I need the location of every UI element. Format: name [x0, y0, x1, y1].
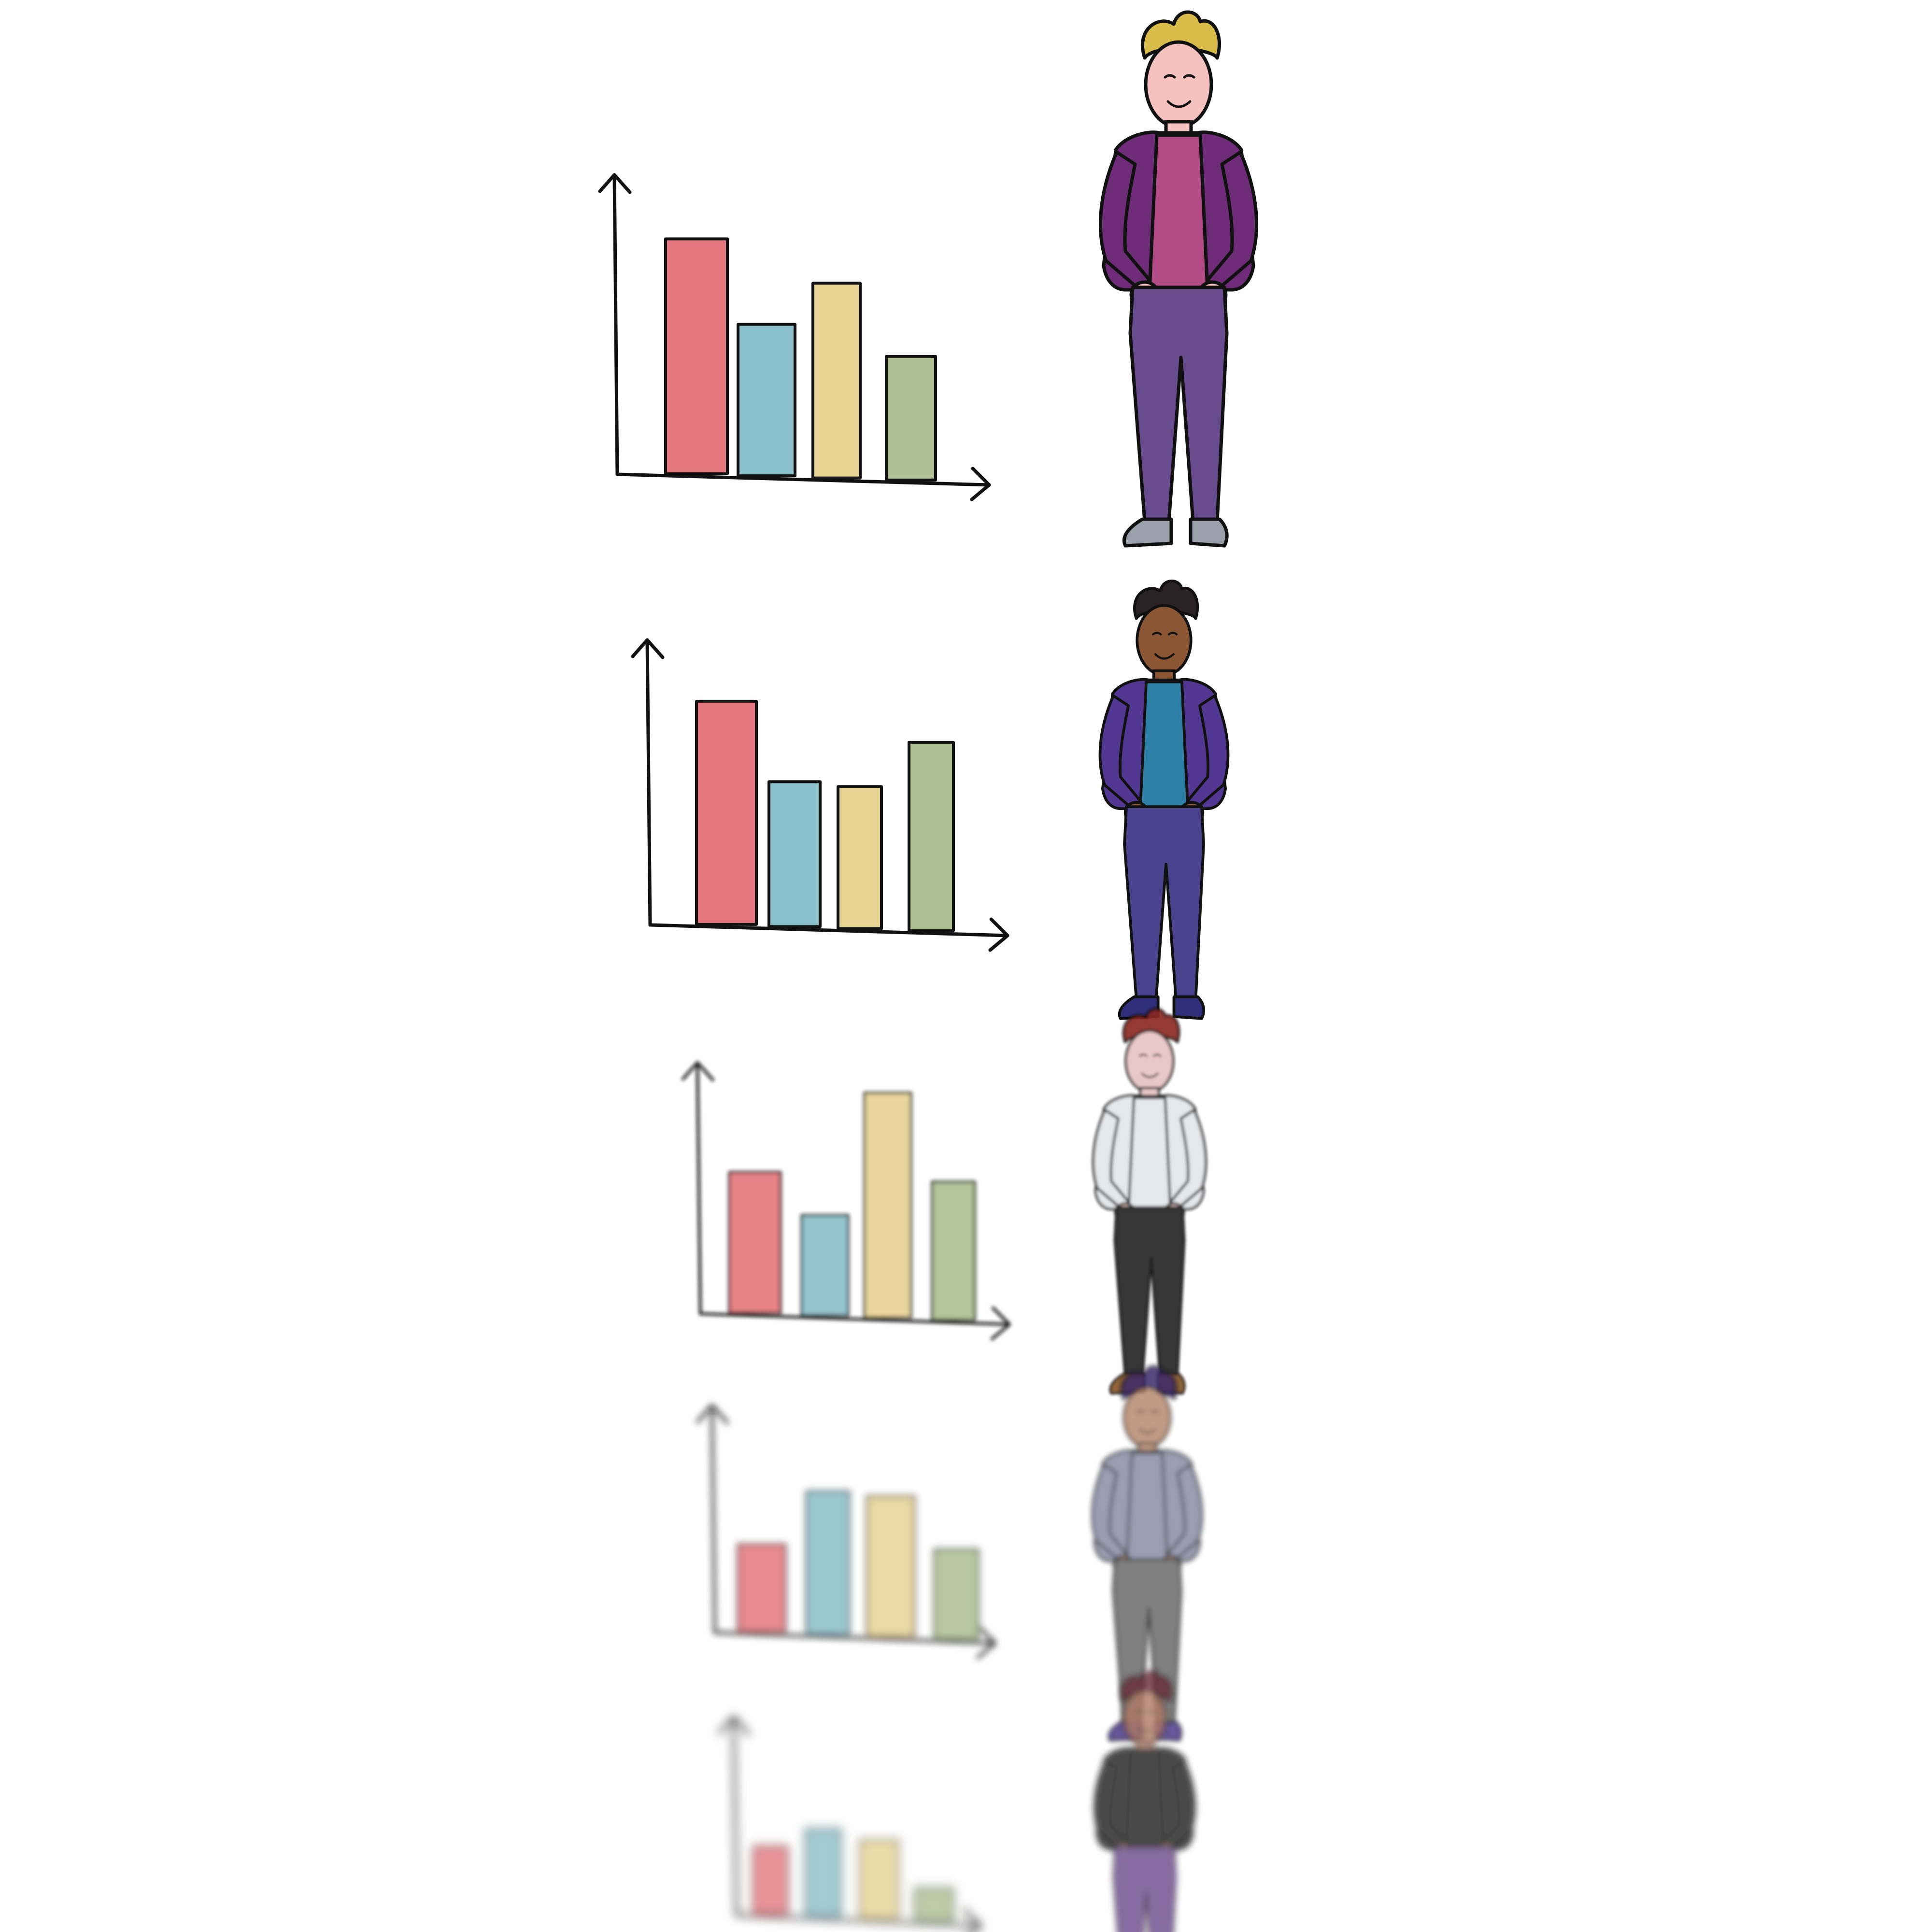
bar-3	[811, 282, 862, 480]
y-axis-arrow-icon	[696, 1404, 729, 1424]
left-shoe	[1122, 517, 1173, 548]
bar-1	[752, 1845, 789, 1916]
bar-4	[908, 740, 955, 932]
x-axis-arrow-icon	[988, 917, 1009, 952]
x-axis-arrow-icon	[976, 1625, 996, 1659]
bar-1	[664, 237, 729, 475]
bar-4	[885, 355, 937, 482]
bar-3	[837, 785, 883, 930]
bar-2	[804, 1828, 842, 1918]
y-axis-arrow-icon	[598, 173, 632, 194]
right-shoe	[1189, 517, 1229, 548]
pants	[1123, 805, 1205, 1000]
smile	[1141, 1072, 1159, 1079]
shirt	[1125, 1451, 1169, 1563]
x-axis-line	[735, 1914, 982, 1927]
x-axis-arrow-icon	[991, 1307, 1011, 1340]
y-axis-arrow-icon	[631, 638, 665, 659]
x-axis-line	[713, 1631, 996, 1645]
shirt	[1127, 1096, 1172, 1210]
eyes	[1151, 632, 1178, 636]
person-1	[1098, 10, 1259, 548]
head	[1144, 40, 1213, 129]
eyes	[1164, 74, 1195, 79]
x-axis-arrow-icon	[970, 467, 991, 501]
y-axis-line	[710, 1404, 716, 1634]
y-axis-line	[612, 173, 619, 476]
right-shoe	[1172, 995, 1206, 1020]
bar-chart-3	[682, 1061, 1011, 1340]
pants	[1113, 1206, 1186, 1378]
bar-2	[767, 780, 822, 928]
shirt	[1125, 1749, 1165, 1850]
smile	[1137, 1728, 1153, 1733]
person-2	[1098, 579, 1230, 1020]
eyes	[1136, 1410, 1159, 1413]
y-axis-line	[645, 638, 652, 927]
bar-chart-4	[696, 1404, 996, 1659]
bar-4	[933, 1548, 980, 1640]
bar-1	[695, 699, 758, 926]
eyes	[1135, 1711, 1156, 1714]
bar-3	[866, 1495, 916, 1638]
person-5	[1094, 1670, 1196, 1932]
x-axis-line	[648, 923, 1009, 938]
y-axis-line	[696, 1061, 702, 1315]
shirt	[1148, 133, 1209, 292]
person-3	[1092, 1008, 1207, 1395]
bar-2	[805, 1490, 851, 1635]
shirt	[1138, 680, 1190, 810]
head	[1136, 604, 1193, 677]
eyes	[1139, 1053, 1162, 1057]
y-axis-arrow-icon	[682, 1061, 714, 1081]
bar-chart-5	[718, 1716, 982, 1932]
bar-3	[858, 1839, 900, 1920]
bar-2	[800, 1214, 850, 1317]
bar-4	[931, 1180, 976, 1321]
smile	[1138, 1428, 1156, 1434]
bar-4	[914, 1887, 954, 1922]
bar-2	[737, 323, 796, 478]
x-axis-line	[615, 472, 991, 487]
bar-1	[728, 1171, 782, 1314]
x-axis-arrow-icon	[963, 1908, 982, 1932]
head	[1122, 1689, 1167, 1746]
smile	[1154, 653, 1175, 660]
pants	[1128, 285, 1229, 524]
bar-chart-1	[598, 173, 991, 501]
y-axis-arrow-icon	[718, 1716, 751, 1736]
head	[1122, 1386, 1172, 1449]
smile	[1166, 100, 1192, 108]
y-axis-line	[732, 1716, 738, 1917]
bar-1	[737, 1543, 787, 1633]
bar-chart-2	[631, 638, 1009, 952]
pants	[1112, 1846, 1177, 1932]
x-axis-line	[699, 1312, 1011, 1326]
bar-3	[863, 1092, 912, 1319]
head	[1124, 1029, 1175, 1094]
